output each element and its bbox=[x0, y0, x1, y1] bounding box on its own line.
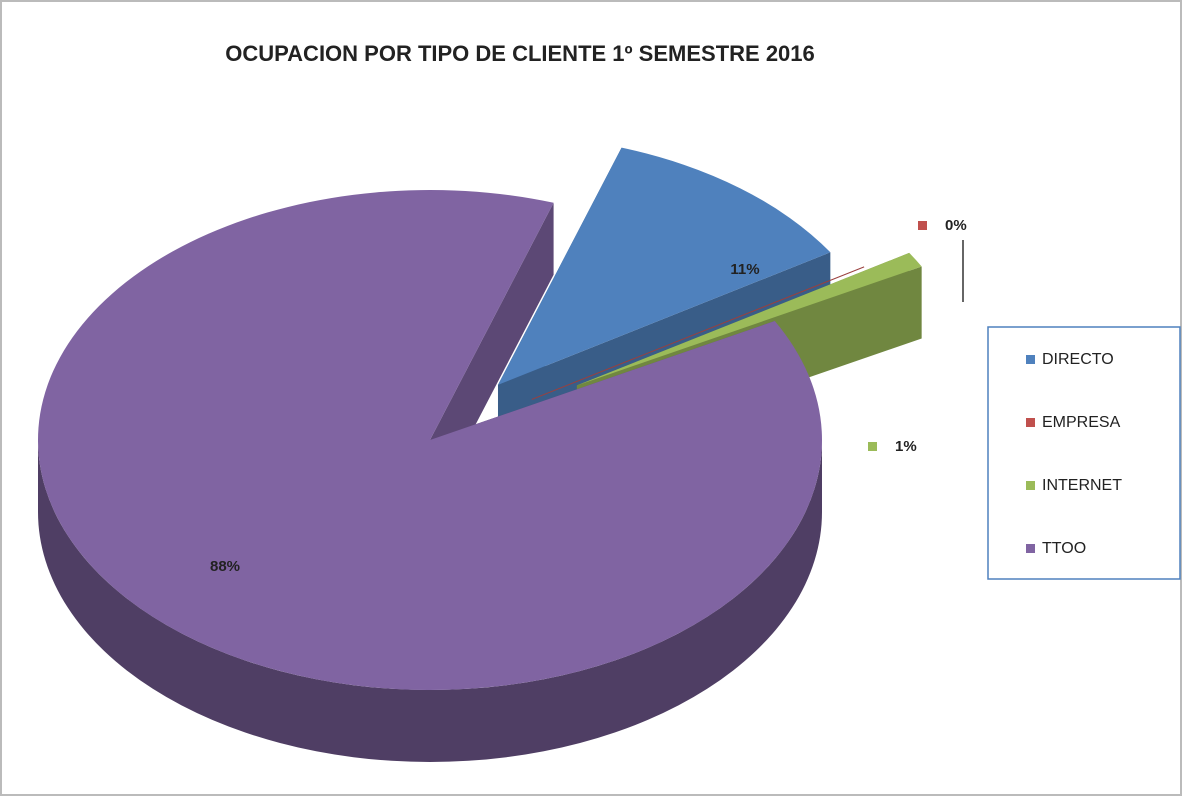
label-swatch bbox=[868, 442, 877, 451]
legend-label: DIRECTO bbox=[1042, 351, 1114, 368]
label-swatch bbox=[918, 221, 927, 230]
legend-swatch bbox=[1026, 418, 1035, 427]
data-label: 0% bbox=[945, 217, 967, 234]
data-label: 1% bbox=[895, 438, 917, 455]
slice bbox=[38, 190, 822, 690]
legend-swatch bbox=[1026, 481, 1035, 490]
legend-label: EMPRESA bbox=[1042, 414, 1121, 431]
legend-box bbox=[987, 326, 1181, 580]
slice bbox=[531, 266, 865, 400]
slice bbox=[576, 252, 922, 386]
legend-label: TTOO bbox=[1042, 540, 1086, 557]
data-label: 11% bbox=[730, 261, 759, 278]
legend-swatch bbox=[1026, 355, 1035, 364]
data-label: 88% bbox=[210, 558, 240, 575]
chart-title: OCUPACION POR TIPO DE CLIENTE 1º SEMESTR… bbox=[225, 41, 815, 66]
legend-label: INTERNET bbox=[1042, 477, 1122, 494]
slice-side bbox=[38, 440, 822, 762]
legend-swatch bbox=[1026, 544, 1035, 553]
slice bbox=[497, 147, 831, 385]
